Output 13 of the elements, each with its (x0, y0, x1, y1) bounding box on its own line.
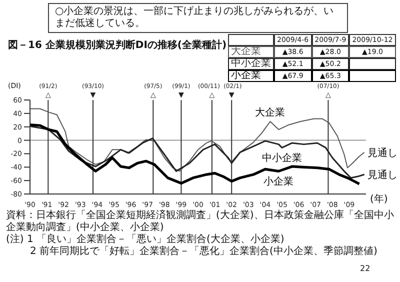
text: (注) 1 「良い」企業割合－「悪い」企業割合(大企業、小企業) (6, 234, 286, 246)
chart-subtitle: 図－16 企業規模別業況判断DIの推移(全業種計) (8, 40, 227, 52)
text: 中小企業 (262, 152, 302, 164)
x-axis-title: (年) (370, 194, 388, 206)
text: 大企業 (255, 107, 286, 118)
text: 小企業 (264, 176, 294, 188)
text: 資料：日本銀行「全国企業短期経済観測調査」(大企業)、日本政策金融公庫「全国中小企業動向調査」(中小企業、小企業) (6, 210, 395, 234)
annotation: 見通し (367, 169, 398, 182)
annotation: 見通し (367, 146, 398, 159)
text: 2 前年同期比で「好転」企業割合－「悪化」企業割合(中小企業、季節調整値) (29, 246, 378, 258)
text: 22 (360, 264, 370, 273)
chart-title: ○小企業の景況は、一部に下げ止まりの兆しがみられるが、いまだ低迷している。 (48, 3, 348, 33)
line-series (30, 108, 365, 172)
